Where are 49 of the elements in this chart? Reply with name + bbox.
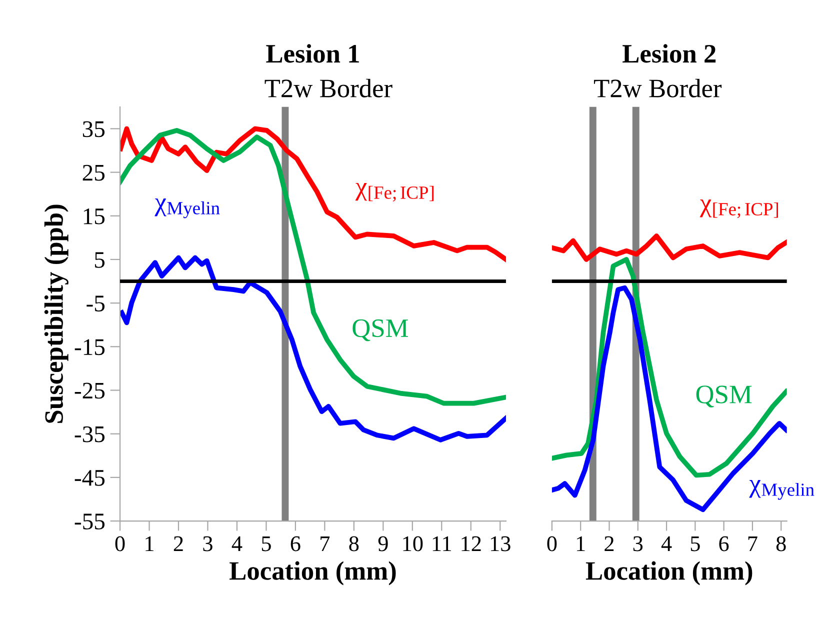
x-tick-label: 4 xyxy=(232,536,242,552)
chart-title: Lesion 1 xyxy=(266,44,359,63)
x-axis-title: Location (mm) xyxy=(230,561,396,586)
y-tick-label: -5 xyxy=(86,296,105,312)
y-tick-label: 35 xyxy=(82,121,105,138)
series-label: χ$_{[Fe;ICP]}$ xyxy=(355,182,434,202)
x-tick-label: 1 xyxy=(576,536,585,552)
line-series xyxy=(120,126,506,262)
y-tick-label: -35 xyxy=(74,426,105,442)
x-tick-label: 0 xyxy=(115,536,125,552)
x-tick-label: 3 xyxy=(633,536,643,552)
x-tick-label: 8 xyxy=(349,536,359,552)
x-tick-label: 4 xyxy=(661,536,672,552)
x-tick-label: 6 xyxy=(290,536,300,552)
series-label: QSM xyxy=(352,319,408,342)
x-tick-label: 6 xyxy=(719,536,729,552)
x-axis-title: Location (mm) xyxy=(586,561,752,586)
x-tick-label: 13 xyxy=(490,536,510,552)
x-tick-label: 10 xyxy=(403,536,423,552)
series-label: χ$_{[Fe;ICP]}$ xyxy=(700,200,778,218)
y-tick-label: -55 xyxy=(74,514,105,530)
x-tick-label: 3 xyxy=(203,536,212,552)
text: T2w Border xyxy=(594,78,722,98)
y-tick-label: -15 xyxy=(74,339,105,356)
x-tick-label: 12 xyxy=(462,536,481,552)
y-tick-label: 5 xyxy=(95,252,105,268)
series-label: QSM xyxy=(696,386,752,408)
y-tick-label: 25 xyxy=(82,164,105,181)
y-tick-label: -25 xyxy=(74,382,105,399)
x-tick-label: 7 xyxy=(320,536,330,552)
x-tick-label: 8 xyxy=(776,536,786,552)
x-tick-label: 9 xyxy=(378,536,388,552)
x-tick-label: 5 xyxy=(262,536,271,552)
x-tick-label: 7 xyxy=(748,536,758,552)
x-tick-label: 11 xyxy=(432,536,452,552)
y-axis-title: Susceptibility (ppb) xyxy=(44,204,68,423)
series-label: χ$_{Myelin}$ xyxy=(749,480,814,500)
series-label: χ$_{Myelin}$ xyxy=(154,198,220,218)
x-tick-label: 2 xyxy=(604,536,614,552)
x-tick-label: 5 xyxy=(690,536,700,552)
y-tick-label: 15 xyxy=(84,208,105,224)
x-tick-label: 2 xyxy=(174,536,183,552)
y-tick-label: -45 xyxy=(74,470,105,486)
line-series xyxy=(120,255,506,442)
x-tick-label: 1 xyxy=(146,536,154,552)
chart-title: Lesion 2 xyxy=(622,44,716,63)
x-tick-label: 0 xyxy=(547,536,557,552)
text: T2w Border xyxy=(264,78,392,98)
line-series xyxy=(120,128,506,406)
